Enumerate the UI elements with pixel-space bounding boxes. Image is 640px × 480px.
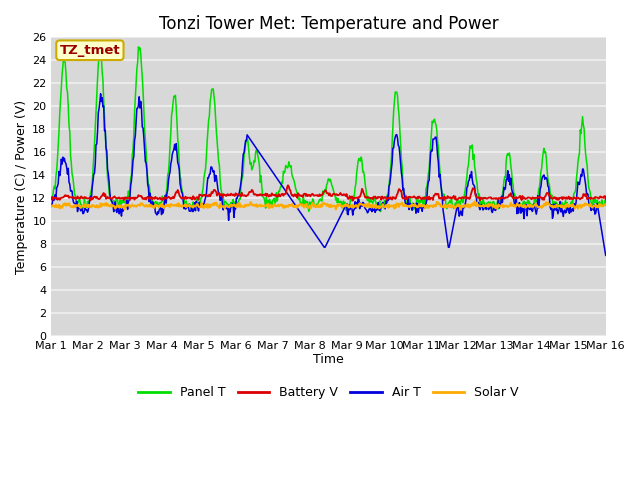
Panel T: [201, 170, 209, 176]
Panel T: [397, 156, 405, 162]
Panel T: [115, 201, 122, 207]
Line: Battery V: Battery V: [51, 185, 605, 201]
Panel T: [377, 209, 385, 215]
Line: Air T: Air T: [51, 94, 605, 255]
Air T: [58, 156, 65, 162]
Battery V: [349, 198, 356, 204]
Air T: [115, 211, 123, 216]
Panel T: [47, 194, 55, 200]
Panel T: [602, 203, 609, 208]
Battery V: [171, 193, 179, 199]
Air T: [97, 91, 104, 96]
Solar V: [200, 205, 208, 211]
Title: Tonzi Tower Met: Temperature and Power: Tonzi Tower Met: Temperature and Power: [159, 15, 499, 33]
Solar V: [47, 204, 55, 209]
Air T: [172, 147, 179, 153]
Battery V: [284, 182, 292, 188]
X-axis label: Time: Time: [313, 353, 344, 366]
Text: TZ_tmet: TZ_tmet: [60, 44, 120, 57]
Solar V: [58, 204, 65, 209]
Air T: [413, 200, 420, 206]
Air T: [201, 198, 209, 204]
Solar V: [457, 207, 465, 213]
Panel T: [58, 85, 65, 91]
Battery V: [200, 192, 208, 198]
Battery V: [47, 195, 55, 201]
Panel T: [413, 198, 421, 204]
Solar V: [171, 202, 179, 208]
Solar V: [115, 204, 122, 210]
Air T: [602, 252, 609, 258]
Battery V: [397, 188, 405, 194]
Air T: [47, 202, 55, 207]
Battery V: [413, 194, 421, 200]
Solar V: [602, 202, 609, 208]
Air T: [397, 160, 404, 166]
Y-axis label: Temperature (C) / Power (V): Temperature (C) / Power (V): [15, 99, 28, 274]
Solar V: [471, 199, 479, 204]
Battery V: [602, 197, 609, 203]
Panel T: [172, 93, 179, 98]
Battery V: [58, 195, 65, 201]
Line: Panel T: Panel T: [51, 47, 605, 212]
Legend: Panel T, Battery V, Air T, Solar V: Panel T, Battery V, Air T, Solar V: [133, 381, 524, 404]
Solar V: [412, 203, 420, 208]
Panel T: [134, 44, 142, 50]
Solar V: [396, 201, 404, 206]
Battery V: [115, 195, 122, 201]
Line: Solar V: Solar V: [51, 202, 605, 210]
